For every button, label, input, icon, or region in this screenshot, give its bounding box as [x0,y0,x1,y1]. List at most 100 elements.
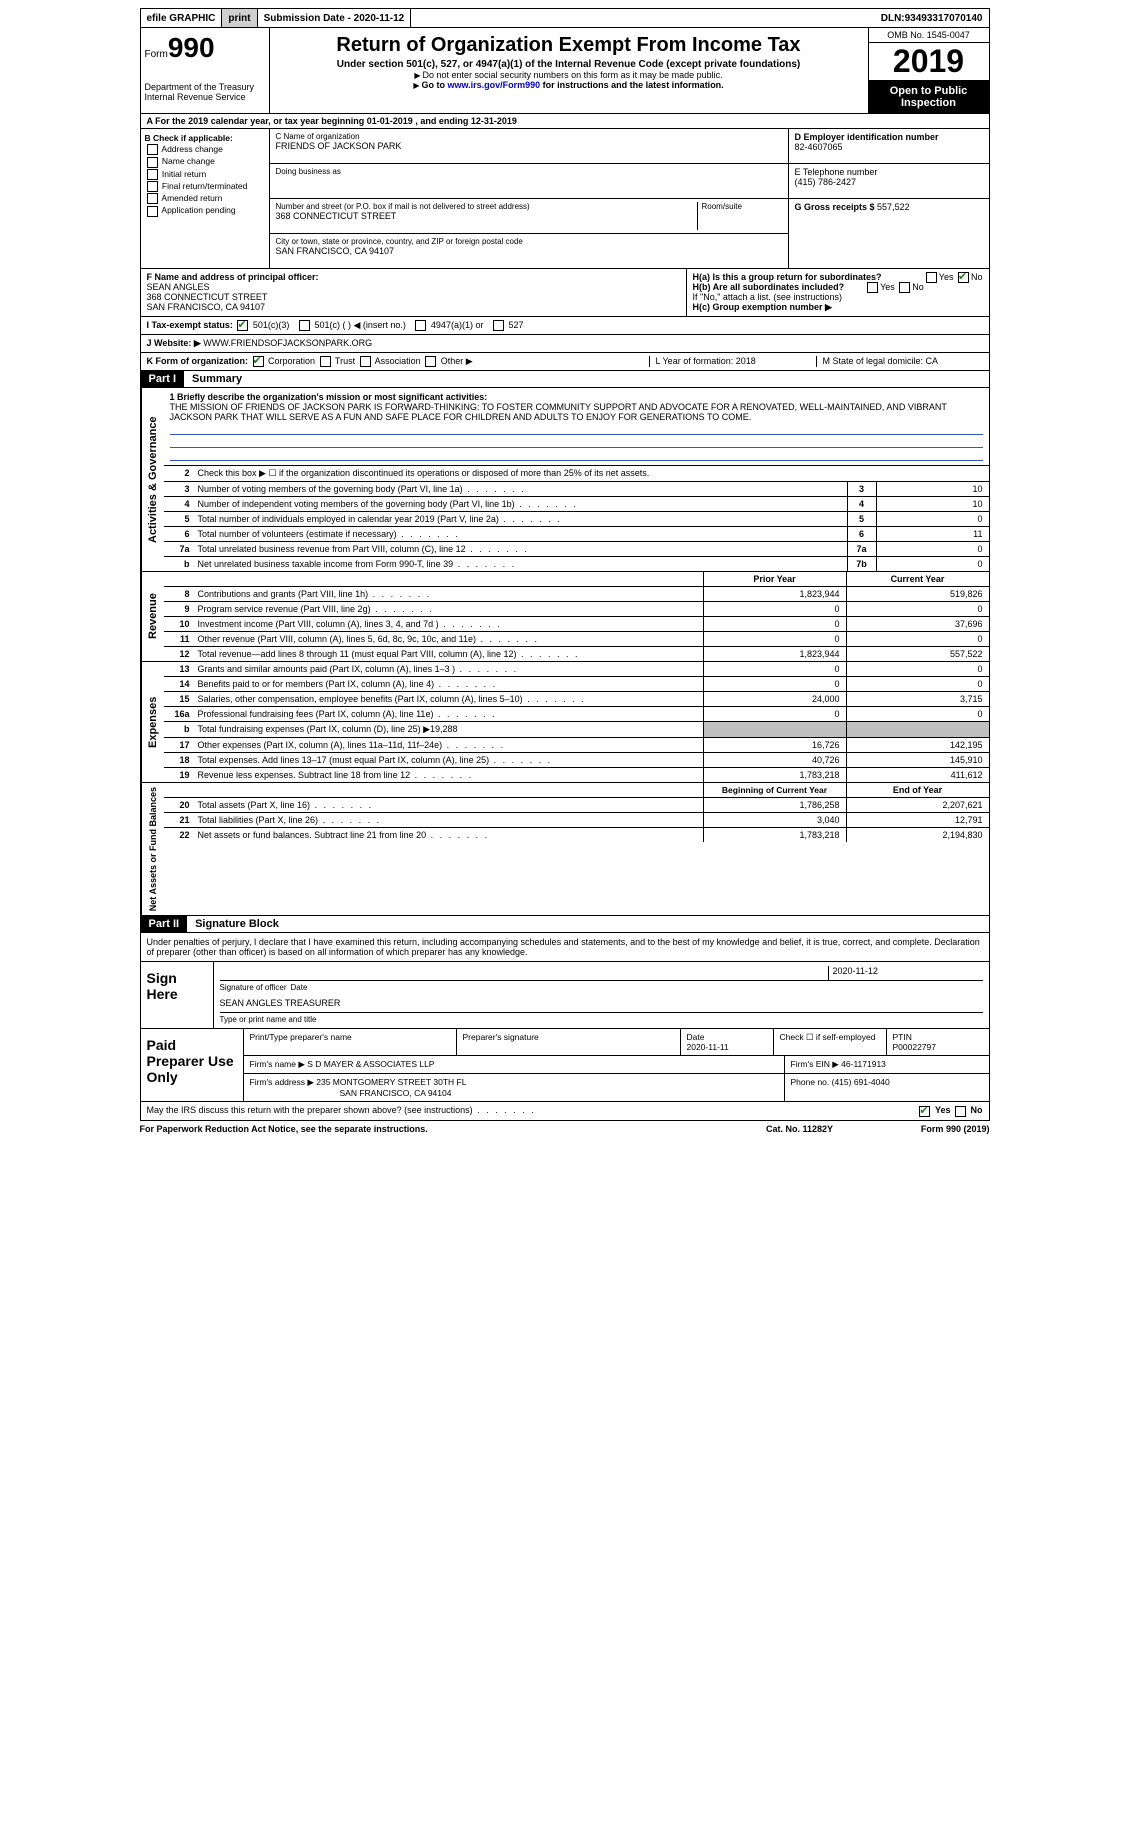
line-l: L Year of formation: 2018 [649,356,816,367]
line-a: A For the 2019 calendar year, or tax yea… [140,114,990,129]
cb-amended[interactable] [147,193,158,204]
inspection-badge: Open to Public Inspection [869,81,989,113]
gov-row: 5Total number of individuals employed in… [164,512,989,527]
netasset-row: 21Total liabilities (Part X, line 26)3,0… [164,813,989,828]
revenue-row: 9Program service revenue (Part VIII, lin… [164,602,989,617]
cb-name-change[interactable] [147,157,158,168]
expense-row: 15Salaries, other compensation, employee… [164,692,989,707]
line-i: I Tax-exempt status: 501(c)(3) 501(c) ( … [140,317,990,335]
gov-row: 4Number of independent voting members of… [164,497,989,512]
cb-discuss-yes[interactable] [919,1106,930,1117]
discuss-row: May the IRS discuss this return with the… [140,1102,990,1120]
gov-row: 7aTotal unrelated business revenue from … [164,542,989,557]
prep-date: 2020-11-11 [687,1042,729,1052]
perjury-declaration: Under penalties of perjury, I declare th… [141,933,989,961]
cb-501c[interactable] [299,320,310,331]
footer: For Paperwork Reduction Act Notice, see … [140,1121,990,1137]
officer-name: SEAN ANGLES TREASURER [220,998,983,1012]
section-netassets: Net Assets or Fund Balances Beginning of… [140,783,990,916]
note-ssn: Do not enter social security numbers on … [274,70,864,80]
expense-row: 18Total expenses. Add lines 13–17 (must … [164,753,989,768]
print-button[interactable]: print [222,9,257,27]
entity-block: B Check if applicable: Address change Na… [140,129,990,269]
cb-trust[interactable] [320,356,331,367]
row-fh: F Name and address of principal officer:… [140,269,990,317]
cb-corp[interactable] [253,356,264,367]
mission-block: 1 Briefly describe the organization's mi… [164,388,989,466]
cb-final-return[interactable] [147,181,158,192]
box-b: B Check if applicable: Address change Na… [141,129,270,268]
cb-initial-return[interactable] [147,169,158,180]
form-footer: Form 990 (2019) [870,1124,990,1134]
submission-date: Submission Date - 2020-11-12 [258,9,412,27]
expense-row: 17Other expenses (Part IX, column (A), l… [164,738,989,753]
expense-row: 19Revenue less expenses. Subtract line 1… [164,768,989,782]
revenue-row: 11Other revenue (Part VIII, column (A), … [164,632,989,647]
gov-row: 3Number of voting members of the governi… [164,482,989,497]
tax-year: 2019 [869,43,989,81]
box-h: H(a) Is this a group return for subordin… [687,269,989,316]
efile-label: efile GRAPHIC [141,9,223,27]
netassets-header: Beginning of Current Year End of Year [164,783,989,798]
ein: 82-4607065 [795,142,983,152]
cb-discuss-no[interactable] [955,1106,966,1117]
vtab-revenue: Revenue [141,572,164,661]
cb-hb-no[interactable] [899,282,910,293]
form-header: Form990 Department of the Treasury Inter… [140,28,990,114]
vtab-netassets: Net Assets or Fund Balances [141,783,164,915]
signature-block: Under penalties of perjury, I declare th… [140,933,990,1029]
expense-row: 14Benefits paid to or for members (Part … [164,677,989,692]
cb-ha-yes[interactable] [926,272,937,283]
expense-row: bTotal fundraising expenses (Part IX, co… [164,722,989,738]
form-title: Return of Organization Exempt From Incom… [274,34,864,57]
website: WWW.FRIENDSOFJACKSONPARK.ORG [203,338,372,348]
note-link: Go to www.irs.gov/Form990 for instructio… [274,80,864,90]
cb-other[interactable] [425,356,436,367]
firm-name: S D MAYER & ASSOCIATES LLP [307,1059,434,1069]
org-city: SAN FRANCISCO, CA 94107 [276,246,782,256]
line-m: M State of legal domicile: CA [816,356,983,367]
cb-address-change[interactable] [147,144,158,155]
revenue-row: 10Investment income (Part VIII, column (… [164,617,989,632]
gross-receipts: 557,522 [877,202,910,212]
cb-hb-yes[interactable] [867,282,878,293]
dept-label: Department of the Treasury Internal Reve… [145,82,265,102]
cb-app-pending[interactable] [147,206,158,217]
netasset-row: 22Net assets or fund balances. Subtract … [164,828,989,842]
omb: OMB No. 1545-0047 [869,28,989,43]
gov-row: bNet unrelated business taxable income f… [164,557,989,571]
form-title-block: Return of Organization Exempt From Incom… [270,28,869,113]
section-governance: Activities & Governance 1 Briefly descri… [140,388,990,572]
ptin: P00022797 [893,1042,937,1052]
cat-no: Cat. No. 11282Y [730,1124,870,1134]
org-name: FRIENDS OF JACKSON PARK [276,141,782,151]
firm-phone: (415) 691-4040 [832,1077,890,1087]
firm-ein: 46-1171913 [841,1059,886,1069]
box-f: F Name and address of principal officer:… [141,269,687,316]
section-expenses: Expenses 13Grants and similar amounts pa… [140,662,990,783]
form-id: Form990 Department of the Treasury Inter… [141,28,270,113]
paid-preparer: Paid Preparer Use Only Print/Type prepar… [140,1029,990,1102]
firm-addr: 235 MONTGOMERY STREET 30TH FL [316,1077,466,1087]
paid-preparer-label: Paid Preparer Use Only [141,1029,244,1101]
sig-date: 2020-11-12 [828,966,983,980]
vtab-governance: Activities & Governance [141,388,164,571]
box-c: C Name of organization FRIENDS OF JACKSO… [270,129,789,268]
line-klm: K Form of organization: Corporation Trus… [140,353,990,371]
dln: DLN: 93493317070140 [875,9,989,27]
cb-501c3[interactable] [237,320,248,331]
gov-row: 6Total number of volunteers (estimate if… [164,527,989,542]
revenue-row: 8Contributions and grants (Part VIII, li… [164,587,989,602]
expense-row: 13Grants and similar amounts paid (Part … [164,662,989,677]
irs-link[interactable]: www.irs.gov/Form990 [447,80,540,90]
cb-assoc[interactable] [360,356,371,367]
vtab-expenses: Expenses [141,662,164,782]
revenue-row: 12Total revenue—add lines 8 through 11 (… [164,647,989,661]
expense-row: 16aProfessional fundraising fees (Part I… [164,707,989,722]
section-revenue: Revenue Prior Year Current Year 8Contrib… [140,572,990,662]
revenue-header: Prior Year Current Year [164,572,989,587]
cb-ha-no[interactable] [958,272,969,283]
cb-527[interactable] [493,320,504,331]
cb-4947[interactable] [415,320,426,331]
line-2: 2 Check this box ▶ ☐ if the organization… [164,466,989,482]
